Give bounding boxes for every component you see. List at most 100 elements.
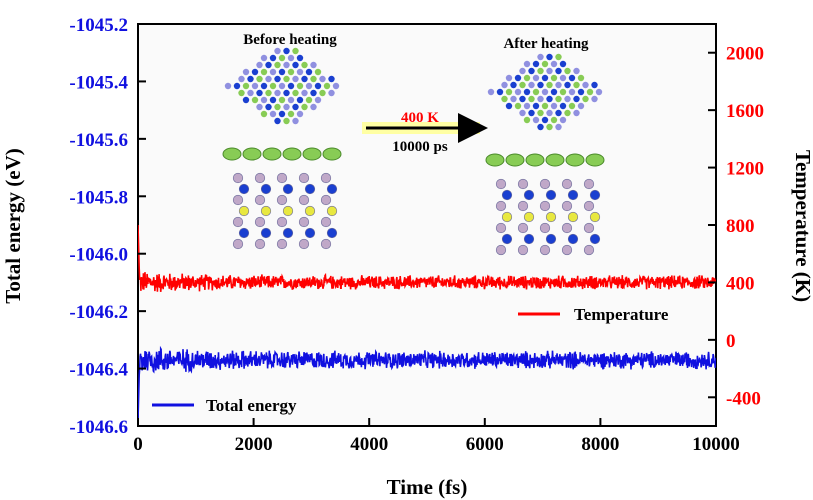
atom — [301, 75, 308, 83]
legend-temperature-label: Temperature — [574, 305, 669, 324]
atom — [296, 54, 304, 62]
atom — [287, 68, 295, 76]
atom — [251, 96, 259, 104]
atom — [528, 81, 535, 89]
atom — [292, 89, 299, 97]
atom — [591, 95, 598, 103]
atom — [305, 82, 313, 90]
atom — [525, 153, 545, 167]
atom — [278, 110, 286, 118]
atom — [546, 109, 553, 117]
atom — [238, 227, 250, 239]
legend-total-energy: Total energy — [152, 396, 297, 415]
atom — [555, 53, 562, 61]
atom — [495, 244, 507, 256]
atom — [495, 178, 507, 190]
atom — [238, 183, 250, 195]
atom — [564, 67, 571, 75]
atom — [242, 96, 250, 104]
atom — [283, 61, 290, 69]
atom — [301, 103, 308, 111]
atom — [510, 95, 517, 103]
atom — [539, 200, 551, 212]
atom — [589, 189, 601, 201]
atom — [501, 233, 513, 245]
atom — [523, 88, 531, 96]
atom — [222, 147, 242, 161]
atom — [559, 116, 567, 124]
atom — [269, 68, 277, 76]
atom — [238, 205, 250, 217]
legend-temperature: Temperature — [518, 305, 669, 324]
atom — [292, 103, 299, 111]
atom — [282, 227, 294, 239]
atom — [283, 75, 290, 83]
atom — [314, 68, 322, 76]
atom — [260, 205, 272, 217]
atom — [224, 82, 232, 90]
atom — [537, 81, 544, 89]
left-y-tick-label: -1045.8 — [69, 187, 128, 208]
atom — [238, 75, 245, 83]
atom — [287, 110, 295, 118]
atom — [301, 89, 308, 97]
atom — [247, 89, 254, 97]
atom — [517, 222, 529, 234]
atom — [260, 68, 268, 76]
atom — [519, 81, 526, 89]
series-total-energy — [138, 345, 716, 421]
series-temperature — [138, 224, 716, 292]
left-y-tick-label: -1045.6 — [69, 130, 128, 151]
atom — [276, 216, 288, 228]
atom — [537, 53, 544, 61]
atom — [546, 67, 553, 75]
atom — [501, 95, 508, 103]
atom — [583, 244, 595, 256]
x-tick-label: 2000 — [235, 434, 273, 455]
atom — [546, 53, 553, 61]
right-y-tick-label: -400 — [726, 388, 761, 409]
x-tick-label: 0 — [133, 434, 143, 455]
x-tick-label: 8000 — [581, 434, 619, 455]
atom — [517, 200, 529, 212]
atom — [501, 81, 508, 89]
atom — [276, 238, 288, 250]
atom — [541, 88, 549, 96]
atom — [567, 189, 579, 201]
atom — [238, 89, 245, 97]
atom — [577, 102, 585, 110]
atom — [559, 102, 567, 110]
atom — [546, 95, 553, 103]
before-heating-structure — [222, 47, 342, 250]
atom — [528, 67, 535, 75]
x-tick-label: 4000 — [350, 434, 388, 455]
left-y-axis: -1045.2 -1045.4 -1045.6 -1045.8 -1046.0 -1046… — [69, 15, 146, 438]
atom — [537, 109, 544, 117]
atom — [564, 81, 571, 89]
atom — [495, 200, 507, 212]
atom — [323, 82, 331, 90]
atom — [555, 123, 562, 131]
atom — [550, 116, 558, 124]
atom — [301, 61, 308, 69]
atom — [589, 233, 601, 245]
atom — [555, 95, 562, 103]
atom — [555, 81, 562, 89]
atom — [260, 96, 268, 104]
atom — [583, 200, 595, 212]
atom — [304, 183, 316, 195]
atom — [564, 109, 571, 117]
atom — [274, 47, 281, 55]
atom — [519, 109, 526, 117]
atom — [292, 47, 299, 55]
atom — [256, 75, 263, 83]
atom — [568, 74, 576, 82]
arrow-temperature-label: 400 K — [401, 110, 439, 126]
atom — [320, 238, 332, 250]
atom — [582, 95, 589, 103]
atom — [242, 68, 250, 76]
atom — [274, 61, 281, 69]
atom — [586, 88, 594, 96]
after-heating-label: After heating — [503, 36, 589, 52]
atom — [505, 102, 513, 110]
